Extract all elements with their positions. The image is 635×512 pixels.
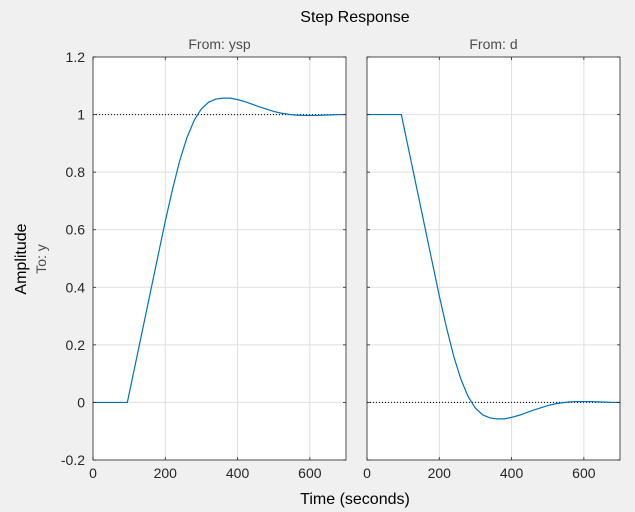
panel-subtitle: From: ysp — [188, 36, 250, 52]
y-tick-label: -0.2 — [61, 452, 85, 468]
x-tick-label: 600 — [572, 465, 596, 481]
x-tick-label: 600 — [298, 465, 322, 481]
x-tick-label: 0 — [89, 465, 97, 481]
axes-background — [367, 57, 620, 460]
axes-frame — [92, 56, 347, 461]
y-tick-label: 0.8 — [66, 164, 86, 180]
axes-frame — [366, 56, 621, 461]
y-tick-label: 0.4 — [66, 279, 86, 295]
y-tick-label: 0.6 — [66, 222, 86, 238]
x-tick-label: 0 — [363, 465, 371, 481]
x-tick-label: 400 — [500, 465, 524, 481]
chart-title: Step Response — [300, 9, 410, 26]
axes-background — [93, 57, 346, 460]
y-tick-label: 1 — [77, 107, 85, 123]
panel-2: 0 200 400 600 From: d — [363, 36, 621, 481]
step-response-line — [367, 113, 620, 420]
x-axis-label: Time (seconds) — [300, 491, 410, 508]
step-response-line — [93, 97, 346, 404]
x-tick-label: 400 — [226, 465, 250, 481]
x-tick-label: 200 — [428, 465, 452, 481]
x-tick-label: 200 — [154, 465, 178, 481]
y-tick-label: 0 — [77, 394, 85, 410]
y-axis-label: Amplitude — [13, 223, 30, 294]
y-tick-label: 1.2 — [66, 49, 86, 65]
y-axis-output-label: To: y — [33, 244, 49, 274]
y-tick-label: 0.2 — [66, 337, 86, 353]
panel-subtitle: From: d — [469, 36, 517, 52]
